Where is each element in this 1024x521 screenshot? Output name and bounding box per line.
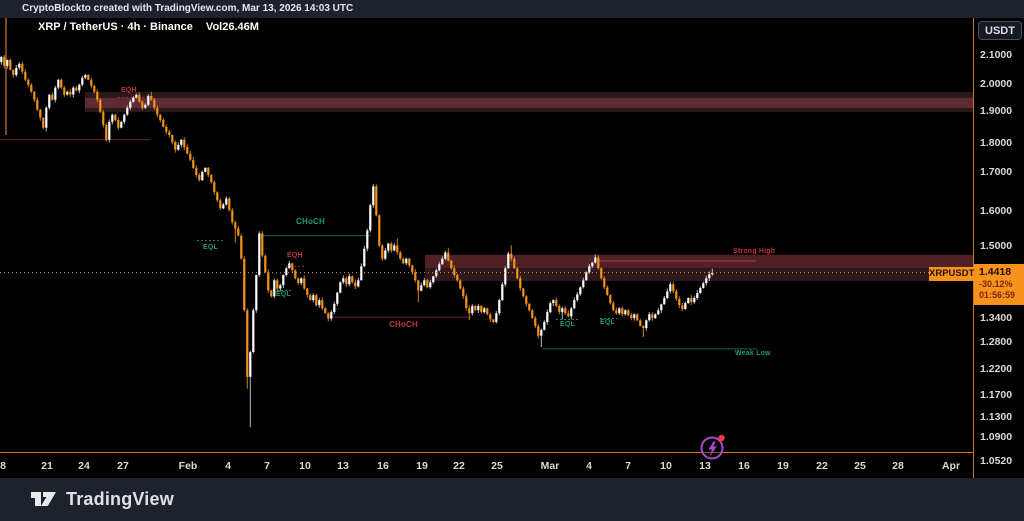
- time-axis-label: 19: [416, 460, 428, 472]
- watermark-bar: CryptoBlockto created with TradingView.c…: [0, 0, 1024, 18]
- volume-value: Vol26.46M: [205, 21, 259, 33]
- time-axis-label: 7: [625, 460, 631, 472]
- time-axis-label: Feb: [178, 460, 198, 472]
- bar-countdown: 01:56:59: [979, 290, 1016, 300]
- supply-zones-layer: [85, 92, 973, 282]
- price-axis[interactable]: 2.1000 2.0000 1.9000 1.8000 1.7000 1.6000 1.50…: [973, 18, 1024, 478]
- price-axis-label: 1.1300: [980, 411, 1013, 423]
- price-axis-label: 1.6000: [980, 205, 1013, 217]
- supply-zone-top-core: [85, 97, 973, 109]
- up-candle-wicks: [0, 55, 713, 428]
- price-axis-label: 1.8000: [980, 137, 1013, 149]
- price-axis-label: 1.1700: [980, 389, 1013, 401]
- footer-bar: TradingView: [0, 478, 1024, 521]
- time-axis-label: 16: [377, 460, 389, 472]
- price-axis-label: 1.0520: [980, 455, 1013, 467]
- watermark-text: CryptoBlockto created with TradingView.c…: [22, 3, 354, 14]
- tradingview-logo-mark: [31, 492, 56, 506]
- time-axis-label: 8: [0, 460, 6, 472]
- price-axis-label: 1.2200: [980, 363, 1013, 375]
- price-axis-label: 1.7000: [980, 166, 1013, 178]
- lightning-bolt-icon: [708, 441, 717, 457]
- time-axis-label: 27: [117, 460, 129, 472]
- last-price-value-badge: 1.4418 -30.12% 01:56:59: [974, 264, 1024, 305]
- time-axis-label: 19: [777, 460, 789, 472]
- time-axis-label: 10: [299, 460, 311, 472]
- price-change-percent: -30.12%: [979, 279, 1013, 289]
- time-axis-label: 10: [660, 460, 672, 472]
- last-price-value: 1.4418: [979, 266, 1012, 278]
- price-axis-label: 1.2800: [980, 336, 1013, 348]
- supply-zone-mid-lower: [425, 268, 973, 282]
- symbol-title[interactable]: XRP / TetherUS · 4h · Binance: [38, 21, 193, 33]
- price-axis-label: 2.0000: [980, 78, 1013, 90]
- time-axis-label: 21: [41, 460, 53, 472]
- price-axis-label: 1.0900: [980, 431, 1013, 443]
- price-axis-label: 2.1000: [980, 49, 1013, 61]
- candles-layer: [0, 55, 714, 428]
- symbol-header[interactable]: XRP / TetherUS · 4h · Binance Vol26.46M: [38, 21, 259, 33]
- boost-icon[interactable]: [698, 432, 730, 462]
- price-axis-label: 1.3400: [980, 312, 1013, 324]
- time-axis-label: 13: [337, 460, 349, 472]
- time-axis-label: 28: [892, 460, 904, 472]
- down-candle-wicks: [3, 55, 692, 389]
- time-axis-label: 24: [78, 460, 90, 472]
- time-axis-label: 25: [491, 460, 503, 472]
- time-axis-label: 4: [225, 460, 231, 472]
- time-axis-label: 16: [738, 460, 750, 472]
- tradingview-logo[interactable]: TradingView: [30, 487, 174, 511]
- currency-toggle-button[interactable]: USDT: [978, 21, 1022, 40]
- time-axis-label: Mar: [540, 460, 560, 472]
- last-price-symbol-badge: XRPUSDT: [929, 267, 975, 281]
- annotation-lines-layer: [0, 18, 757, 350]
- time-axis[interactable]: 8 21 24 27 Feb 4 7 10 13 16 19 22 25 Mar 4 7 10 13 16 19 22 2…: [0, 452, 973, 479]
- time-axis-label: 22: [816, 460, 828, 472]
- price-axis-label: 1.9000: [980, 105, 1013, 117]
- time-axis-label: 25: [854, 460, 866, 472]
- time-axis-label: 22: [453, 460, 465, 472]
- price-axis-label: 1.5000: [980, 240, 1013, 252]
- tradingview-logo-text: TradingView: [66, 488, 174, 509]
- time-axis-label: 4: [586, 460, 592, 472]
- time-axis-label: 7: [264, 460, 270, 472]
- notification-dot: [718, 434, 725, 442]
- time-axis-label: Apr: [941, 460, 961, 472]
- time-axis-label: 13: [699, 460, 711, 472]
